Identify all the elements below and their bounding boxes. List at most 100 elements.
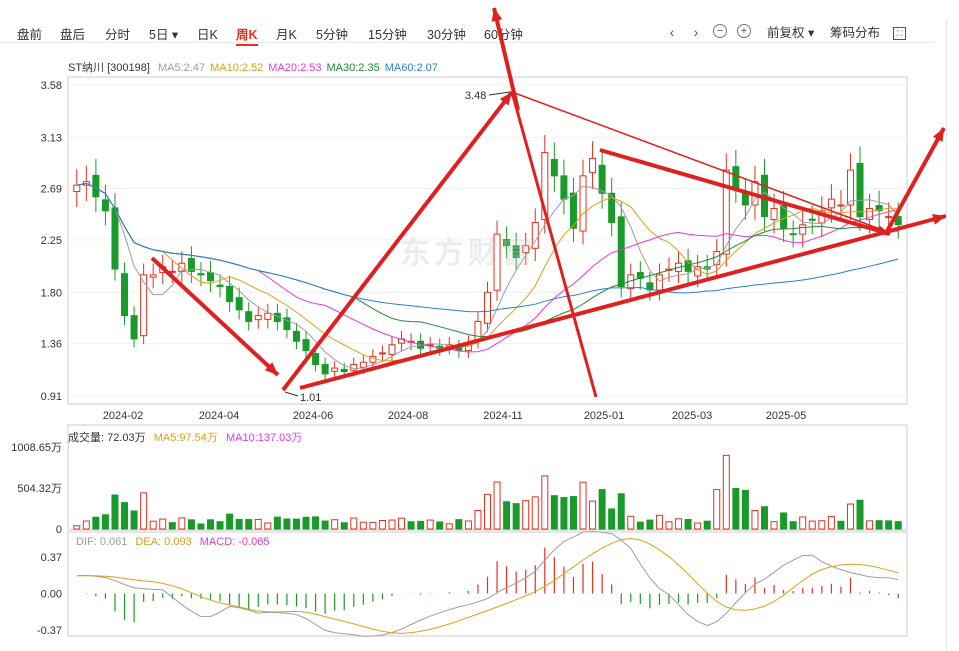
volume-bar [598, 489, 606, 530]
candle-body [216, 284, 224, 288]
tab-5[interactable]: 周K [236, 24, 258, 46]
volume-bar [837, 520, 845, 530]
tab-6[interactable]: 月K [276, 28, 297, 42]
volume-bar [894, 521, 902, 530]
candle-body [331, 367, 339, 372]
candle-body [837, 204, 845, 207]
volume-bar [140, 492, 148, 530]
candle-body [694, 266, 702, 277]
period-toolbar: 盘前 盘后 分时 5日 ▾ 日K 周K 月K 5分钟 15分钟 30分钟 60分钟 [0, 0, 935, 46]
candle-body [350, 364, 358, 371]
volume-bar [417, 520, 425, 530]
volume-bar [531, 496, 539, 530]
next-icon[interactable]: › [693, 24, 699, 40]
candle-body [598, 164, 606, 194]
volume-bar [589, 500, 597, 530]
volume-bar [655, 514, 663, 530]
candle-body [808, 218, 816, 221]
candle-body [245, 311, 253, 322]
chip-distribution-button[interactable]: 筹码分布 [830, 22, 880, 41]
volume-ma5: MA5:97.54万 [153, 432, 218, 444]
date-tick-4: 2024-11 [483, 410, 523, 422]
volume-bar [121, 502, 129, 530]
volume-bar [569, 496, 577, 530]
date-tick-7: 2025-05 [766, 410, 806, 422]
price-tick-6: 0.91 [41, 391, 62, 403]
fullscreen-icon[interactable]: ⛶ [893, 27, 906, 40]
ma-legend-item-3: MA30:2.35 [326, 62, 380, 74]
volume-bar [856, 499, 864, 530]
volume-bar [789, 521, 797, 530]
volume-bar [866, 520, 874, 530]
tab-9[interactable]: 30分钟 [427, 28, 466, 42]
volume-bar [770, 521, 778, 530]
candle-body [436, 345, 444, 349]
candle-body [121, 273, 129, 317]
candle-body [761, 174, 768, 218]
zoom-out-icon[interactable]: − [713, 24, 727, 38]
candle-body [149, 274, 157, 278]
volume-tick-1: 504.32万 [17, 483, 62, 495]
tab-2[interactable]: 分时 [105, 28, 131, 42]
volume-bar [159, 518, 167, 530]
candle-body [608, 192, 616, 223]
volume-bar [197, 523, 205, 530]
tab-1[interactable]: 盘后 [60, 28, 86, 42]
prev-icon[interactable]: ‹ [669, 24, 675, 40]
volume-bar [627, 515, 635, 530]
volume-bar [550, 495, 558, 530]
tab-4[interactable]: 日K [197, 28, 218, 42]
zoom-in-icon[interactable]: + [737, 24, 751, 38]
candle-body [589, 157, 597, 174]
candle-body [799, 224, 807, 235]
volume-bar [226, 513, 234, 530]
candle-body [751, 181, 759, 206]
volume-bar [254, 518, 262, 530]
volume-bar [178, 517, 186, 530]
tab-0[interactable]: 盘前 [17, 28, 43, 42]
volume-bar [82, 520, 90, 530]
volume-bar [799, 516, 807, 530]
candle-body [273, 312, 281, 322]
candle-body [856, 162, 864, 218]
candle-body [140, 274, 148, 337]
volume-bar [264, 522, 272, 530]
volume-bar [646, 519, 654, 530]
candle-body [665, 268, 673, 271]
volume-bar [149, 520, 157, 530]
price-tick-0: 3.58 [41, 80, 62, 92]
candle-body [178, 262, 186, 272]
right-side-panel[interactable] [946, 18, 959, 651]
candle-body [646, 282, 654, 291]
ma-legend-item-4: MA60:2.07 [384, 62, 438, 74]
date-tick-0: 2024-02 [103, 410, 143, 422]
candle-body [885, 216, 893, 219]
candle-body [226, 286, 234, 303]
tab-3[interactable]: 5日 ▾ [149, 28, 179, 42]
fuquan-select[interactable]: 前复权 ▾ [767, 26, 815, 40]
volume-bar [741, 489, 749, 530]
volume-bar [340, 522, 348, 530]
volume-bar [722, 454, 730, 530]
watermark: 东方财富 [400, 237, 536, 270]
candle-body [321, 364, 329, 375]
candle-body [130, 315, 138, 340]
candle-body [741, 193, 749, 206]
trend-arrow-7-head [932, 214, 946, 225]
volume-bar [273, 516, 281, 530]
candle-body [541, 152, 549, 221]
trend-arrow-1-head [264, 362, 278, 375]
volume-bar [302, 516, 310, 530]
volume-bar [512, 503, 520, 530]
volume-bar [398, 517, 406, 530]
volume-bar [808, 520, 816, 530]
volume-bar [407, 521, 415, 530]
tab-7[interactable]: 5分钟 [316, 28, 348, 42]
candle-body [82, 181, 90, 186]
candle-body [617, 216, 625, 288]
high-pointer [488, 91, 511, 96]
candle-body [283, 317, 291, 331]
tab-10[interactable]: 60分钟 [484, 28, 523, 42]
tab-8[interactable]: 15分钟 [368, 28, 407, 42]
